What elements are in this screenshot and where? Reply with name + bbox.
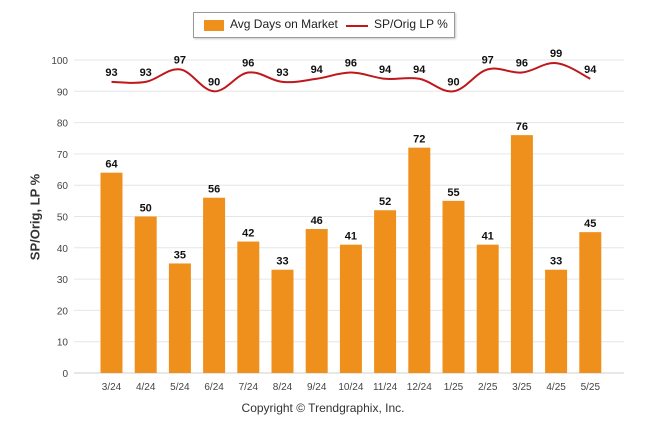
line-value-label: 96 xyxy=(345,58,357,70)
y-tick-label: 40 xyxy=(57,244,69,255)
x-axis-ticks: 3/24 4/24 5/24 6/24 7/24 8/24 9/24 10/24 11/24 12… xyxy=(102,382,601,393)
bar-data-labels: 64 50 35 56 42 33 46 41 52 72 55 41 76 33 45 xyxy=(105,121,596,268)
line-value-label: 94 xyxy=(311,64,324,76)
y-tick-label: 10 xyxy=(57,338,69,349)
y-tick-label: 0 xyxy=(62,369,68,380)
y-tick-label: 100 xyxy=(51,56,68,67)
bar-value-label: 52 xyxy=(379,196,391,208)
line-value-label: 99 xyxy=(550,48,562,60)
bar xyxy=(579,232,602,373)
bar xyxy=(374,210,397,373)
line-value-label: 94 xyxy=(584,64,597,76)
bar-value-label: 46 xyxy=(311,215,323,227)
bar-value-label: 35 xyxy=(174,249,186,261)
bar-value-label: 45 xyxy=(584,218,596,230)
bar-value-label: 50 xyxy=(140,203,152,215)
x-tick-label: 1/25 xyxy=(444,382,464,393)
line-value-label: 93 xyxy=(140,67,152,79)
y-axis-label: SP/Orig, LP % xyxy=(27,173,43,261)
line-value-label: 93 xyxy=(105,67,117,79)
bar xyxy=(100,172,123,373)
bar xyxy=(476,244,499,373)
bar-value-label: 72 xyxy=(413,134,425,146)
bar xyxy=(237,241,260,373)
bar-value-label: 42 xyxy=(242,228,254,240)
x-tick-label: 4/24 xyxy=(136,382,156,393)
bar-value-label: 41 xyxy=(482,231,494,243)
line-series xyxy=(111,62,591,93)
legend: Avg Days on Market SP/Orig LP % xyxy=(193,12,455,38)
line-value-label: 93 xyxy=(276,67,288,79)
bar xyxy=(408,147,431,373)
x-tick-label: 5/24 xyxy=(170,382,190,393)
bar xyxy=(510,135,533,373)
bar-value-label: 56 xyxy=(208,184,220,196)
legend-bar-swatch xyxy=(204,20,224,31)
line-value-label: 94 xyxy=(413,64,426,76)
bar xyxy=(134,216,157,373)
y-tick-label: 50 xyxy=(57,213,69,224)
y-axis-ticks: 0 10 20 30 40 50 60 70 80 90 100 xyxy=(51,56,68,380)
x-tick-label: 7/24 xyxy=(239,382,259,393)
bar-value-label: 64 xyxy=(105,159,118,171)
y-tick-label: 90 xyxy=(57,87,69,98)
x-tick-label: 10/24 xyxy=(338,382,363,393)
bar-value-label: 55 xyxy=(447,187,459,199)
copyright-footer: Copyright © Trendgraphix, Inc. xyxy=(241,401,405,415)
x-tick-label: 3/25 xyxy=(512,382,532,393)
line-path xyxy=(111,62,591,93)
x-tick-label: 3/24 xyxy=(102,382,122,393)
x-tick-label: 12/24 xyxy=(407,382,432,393)
y-tick-label: 70 xyxy=(57,150,69,161)
legend-line-swatch xyxy=(346,25,368,27)
bar xyxy=(271,269,294,373)
line-value-label: 90 xyxy=(208,76,220,88)
x-tick-label: 11/24 xyxy=(373,382,398,393)
bar xyxy=(203,197,226,373)
y-tick-label: 60 xyxy=(57,181,69,192)
legend-bar-label[interactable]: Avg Days on Market xyxy=(230,17,338,31)
bar-value-label: 41 xyxy=(345,231,357,243)
bar xyxy=(442,200,465,373)
y-tick-label: 20 xyxy=(57,306,69,317)
bar-value-label: 33 xyxy=(276,256,288,268)
x-tick-label: 9/24 xyxy=(307,382,327,393)
bar-series xyxy=(100,135,602,373)
bar xyxy=(339,244,362,373)
line-value-label: 96 xyxy=(242,58,254,70)
x-tick-label: 6/24 xyxy=(204,382,224,393)
x-tick-label: 2/25 xyxy=(478,382,498,393)
bar xyxy=(168,263,191,373)
line-value-label: 97 xyxy=(174,54,186,66)
y-tick-label: 80 xyxy=(57,119,69,130)
line-value-label: 90 xyxy=(447,76,459,88)
y-tick-label: 30 xyxy=(57,275,69,286)
bar-value-label: 33 xyxy=(550,256,562,268)
bar-value-label: 76 xyxy=(516,121,528,133)
line-value-label: 97 xyxy=(482,54,494,66)
bar xyxy=(545,269,568,373)
legend-line-label[interactable]: SP/Orig LP % xyxy=(374,17,448,31)
x-tick-label: 4/25 xyxy=(546,382,566,393)
bar xyxy=(305,229,328,373)
line-value-label: 94 xyxy=(379,64,392,76)
line-value-label: 96 xyxy=(516,58,528,70)
x-tick-label: 5/25 xyxy=(581,382,601,393)
x-tick-label: 8/24 xyxy=(273,382,293,393)
line-data-labels: 93 93 97 90 96 93 94 96 94 94 90 97 96 99 94 xyxy=(105,48,597,88)
